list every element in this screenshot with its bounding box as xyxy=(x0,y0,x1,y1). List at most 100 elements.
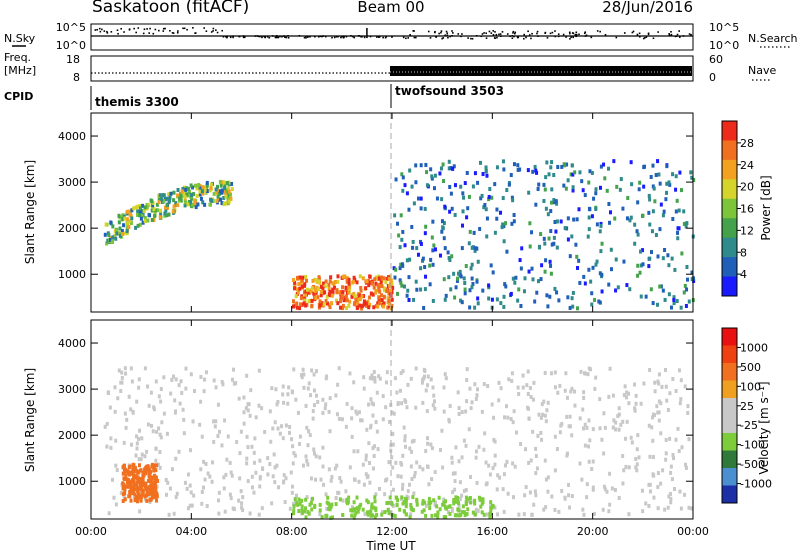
nsky-tick-top: 10^5 xyxy=(56,21,86,34)
velocity-cell xyxy=(347,495,351,500)
power-cell xyxy=(141,203,145,208)
power-cell xyxy=(668,182,672,187)
velocity-cell xyxy=(153,484,157,489)
power-cell xyxy=(103,232,107,237)
velocity-cell xyxy=(223,418,227,423)
velocity-cell xyxy=(488,515,492,520)
velocity-cell xyxy=(492,437,496,442)
power-cell xyxy=(163,211,167,216)
power-cell xyxy=(433,173,437,178)
velocity-cell xyxy=(341,512,345,517)
power-cell xyxy=(310,304,314,309)
velocity-cell xyxy=(354,510,358,515)
nsky-point xyxy=(447,36,449,39)
power-cell xyxy=(318,299,322,304)
power-cell xyxy=(669,305,673,310)
power-cell xyxy=(380,293,384,298)
y-tick-label: 2000 xyxy=(58,222,86,235)
power-cell xyxy=(605,188,609,193)
power-cell xyxy=(401,263,405,268)
velocity-cell xyxy=(429,377,433,382)
velocity-cell xyxy=(135,446,139,451)
power-cell xyxy=(296,276,300,281)
velocity-cell xyxy=(444,515,448,520)
colorbar-swatch xyxy=(722,328,737,346)
velocity-cell xyxy=(117,368,121,373)
power-cell xyxy=(639,294,643,299)
velocity-cell xyxy=(373,376,377,381)
nsky-point xyxy=(261,36,263,39)
power-cell xyxy=(514,275,518,280)
velocity-cell xyxy=(372,369,376,374)
power-cell xyxy=(227,199,231,204)
power-cell xyxy=(412,201,416,206)
power-cell xyxy=(323,284,327,289)
velocity-cell xyxy=(440,428,444,433)
power-cell xyxy=(555,219,559,224)
power-cell xyxy=(479,196,483,201)
power-cell xyxy=(689,170,693,175)
freq-tick-bottom: 8 xyxy=(73,71,80,84)
velocity-cell xyxy=(409,503,413,508)
nsky-point xyxy=(212,30,214,32)
power-cell xyxy=(537,182,541,187)
velocity-cell xyxy=(183,480,187,485)
power-cell xyxy=(224,194,228,199)
power-cell xyxy=(685,221,689,226)
power-cell xyxy=(415,287,419,292)
power-cell xyxy=(430,235,434,240)
velocity-cell xyxy=(362,482,366,487)
velocity-cell xyxy=(667,494,671,499)
velocity-cell xyxy=(291,461,295,466)
velocity-cell xyxy=(391,465,395,470)
power-cell xyxy=(543,269,547,274)
velocity-cell xyxy=(480,510,484,515)
velocity-cell xyxy=(639,401,643,406)
velocity-cell xyxy=(122,483,126,488)
velocity-cell xyxy=(497,380,501,385)
velocity-cell xyxy=(273,480,277,485)
velocity-cell xyxy=(330,502,334,507)
power-cell xyxy=(316,295,320,300)
velocity-cell xyxy=(690,506,694,511)
nsky-point xyxy=(242,36,245,39)
power-cell xyxy=(172,190,176,195)
power-cell xyxy=(152,218,156,223)
x-tick-label: 12:00 xyxy=(376,525,408,538)
nsky-point xyxy=(103,30,106,32)
velocity-cell xyxy=(384,380,388,385)
nsky-point xyxy=(409,34,411,36)
velocity-cell xyxy=(372,454,376,459)
freq-tick-top: 18 xyxy=(66,53,80,66)
velocity-cell xyxy=(311,496,315,501)
nsky-point xyxy=(427,30,430,33)
velocity-cell xyxy=(239,429,243,434)
velocity-cell xyxy=(471,510,475,515)
power-cell xyxy=(214,187,218,192)
power-cell xyxy=(672,297,676,302)
power-cell xyxy=(291,299,295,304)
power-cell xyxy=(563,226,567,231)
velocity-cell xyxy=(534,446,538,451)
velocity-cell xyxy=(624,436,628,441)
power-cell xyxy=(410,224,414,229)
velocity-cell xyxy=(335,412,339,417)
velocity-cell xyxy=(212,419,216,424)
velocity-cell xyxy=(288,506,292,511)
power-cell xyxy=(327,282,331,287)
velocity-cell xyxy=(150,495,154,500)
power-cell xyxy=(405,293,409,298)
velocity-cell xyxy=(155,463,159,468)
colorbar-frame xyxy=(721,327,738,504)
power-cell xyxy=(673,267,677,272)
velocity-cell xyxy=(426,383,430,388)
velocity-cell xyxy=(271,426,275,431)
power-cell xyxy=(651,301,655,306)
velocity-cell xyxy=(188,448,192,453)
velocity-cell xyxy=(636,433,640,438)
nsky-point xyxy=(154,28,157,31)
velocity-cell xyxy=(150,486,154,491)
velocity-cell xyxy=(486,384,490,389)
